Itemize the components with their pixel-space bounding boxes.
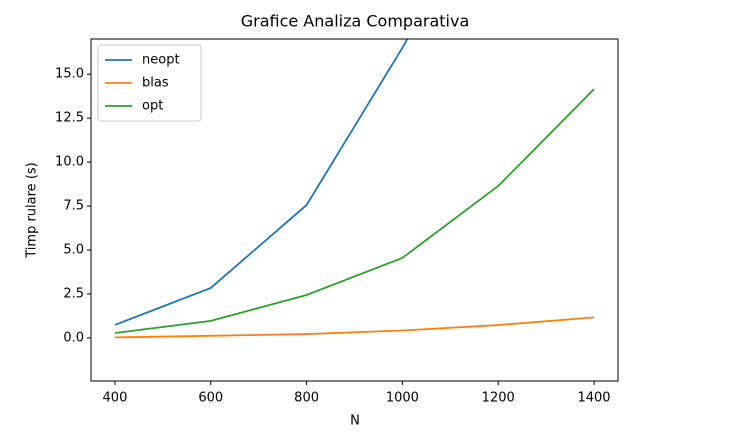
legend-box	[97, 44, 202, 122]
x-tick-label: 1000	[386, 391, 419, 406]
x-tick-label: 1400	[577, 391, 610, 406]
legend-label: opt	[142, 99, 163, 114]
x-tick-label: 1200	[482, 391, 515, 406]
series-line	[114, 88, 595, 334]
series-line	[114, 316, 595, 339]
y-axis-label: Timp rulare (s)	[25, 162, 40, 258]
series-line	[114, 39, 409, 326]
chart-title: Grafice Analiza Comparativa	[241, 12, 470, 31]
y-tick-label: 15.0	[55, 67, 84, 82]
y-tick-label: 12.5	[55, 111, 84, 126]
y-tick-label: 2.5	[63, 286, 84, 301]
x-axis-label: N	[350, 414, 360, 429]
plot-area	[114, 39, 595, 339]
x-tick-label: 800	[294, 391, 319, 406]
x-tick-label: 600	[198, 391, 223, 406]
y-tick-label: 10.0	[55, 155, 84, 170]
axes-frame	[90, 38, 619, 382]
y-tick-label: 5.0	[63, 243, 84, 258]
y-tick-label: 7.5	[63, 199, 84, 214]
legend-label: neopt	[142, 53, 180, 68]
legend-label: blas	[142, 76, 169, 91]
y-tick-label: 0.0	[63, 330, 84, 345]
x-tick-label: 400	[103, 391, 128, 406]
